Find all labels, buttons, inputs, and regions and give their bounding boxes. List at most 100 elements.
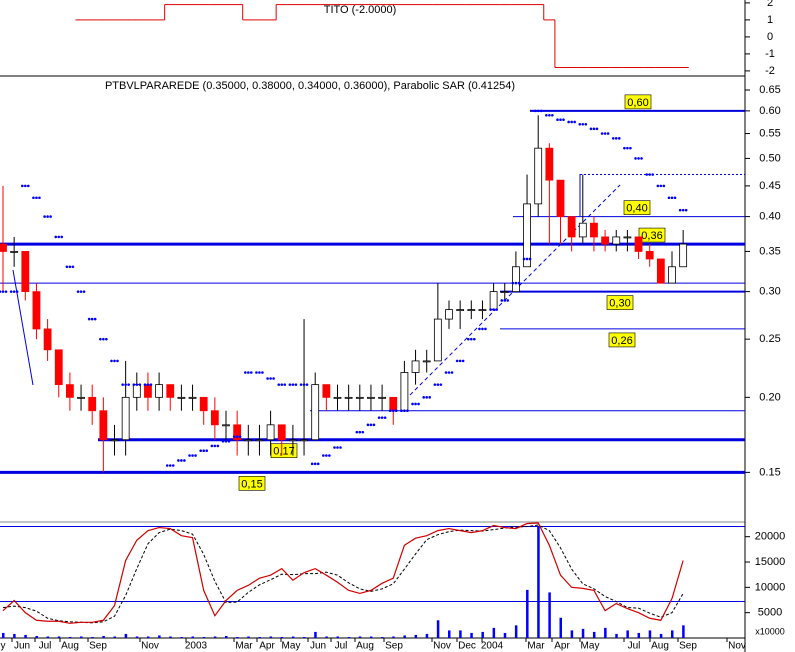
- sar-dot: [93, 317, 97, 321]
- x-tick-label: Jul: [628, 641, 641, 652]
- sar-dot: [102, 337, 105, 341]
- sar-dot: [603, 132, 607, 135]
- volume-bar: [548, 592, 551, 638]
- candle-body: [54, 349, 63, 386]
- y-tick-label: 0.60: [759, 105, 780, 117]
- sar-dot: [495, 308, 498, 311]
- sar-dot: [400, 409, 403, 413]
- volume-bar: [180, 636, 183, 638]
- y-tick-label: 2: [767, 0, 773, 9]
- sar-dot: [177, 459, 180, 462]
- sar-dot: [570, 120, 573, 124]
- sar-dot: [659, 184, 663, 188]
- volume-bar: [369, 636, 373, 638]
- level-label-box: [623, 200, 651, 215]
- sar-dot: [559, 118, 562, 122]
- sar-dot: [425, 396, 429, 399]
- indicator-title: TITO (-2.0000): [324, 4, 397, 16]
- sar-dot: [539, 109, 543, 113]
- x-tick-label: Sep: [89, 641, 107, 652]
- sar-dot: [562, 118, 565, 122]
- sar-dot: [302, 383, 306, 386]
- sar-dot: [1, 290, 5, 293]
- volume-bar: [481, 631, 484, 638]
- candle-body: [222, 424, 230, 427]
- k-line: [2, 522, 684, 624]
- sar-dot: [316, 462, 320, 466]
- volume-bar: [503, 632, 507, 638]
- sar-dot: [82, 290, 86, 293]
- candle-body: [411, 360, 420, 373]
- x-tick-label: May: [581, 641, 600, 652]
- sar-dot: [433, 383, 437, 386]
- volume-bar: [13, 633, 16, 638]
- sar-dot: [291, 383, 295, 386]
- sar-dot: [450, 371, 454, 374]
- sar-dot: [261, 371, 264, 374]
- sar-dot: [32, 196, 35, 200]
- volume-bar: [2, 632, 5, 638]
- volume-bar: [592, 631, 596, 638]
- sar-dot: [277, 383, 281, 386]
- volume-bar: [146, 636, 150, 638]
- sar-dot: [500, 299, 504, 302]
- candle-body: [400, 372, 409, 412]
- y-tick-label: 0.30: [759, 286, 780, 298]
- sar-dot: [656, 184, 660, 188]
- sar-dot: [514, 281, 518, 285]
- sar-dot: [146, 383, 150, 386]
- sar-dot: [634, 157, 637, 160]
- volume-bar: [280, 636, 284, 638]
- x-tick-label: Dec: [458, 641, 476, 652]
- volume-bar: [135, 636, 139, 638]
- volume-bar: [247, 636, 250, 638]
- sar-dot: [648, 173, 651, 176]
- sar-dot: [171, 464, 175, 467]
- x-tick-label: Mar: [527, 641, 545, 652]
- sar-dot: [355, 430, 359, 434]
- volume-bar: [648, 630, 652, 638]
- x-tick-label: Apr: [259, 641, 275, 652]
- sar-dot: [629, 146, 632, 150]
- sar-dot: [71, 265, 75, 269]
- y-tick-label: -1: [765, 48, 775, 60]
- trend-line: [12, 269, 34, 386]
- volume-bar: [526, 589, 529, 638]
- sar-dot: [57, 235, 61, 239]
- candle-body: [500, 291, 509, 294]
- sar-dot: [637, 157, 640, 160]
- sar-dot: [266, 377, 269, 380]
- volume-bar: [492, 627, 496, 638]
- sar-dot: [366, 423, 370, 427]
- candle-body: [378, 396, 387, 399]
- candle-body: [567, 216, 576, 238]
- sar-dot: [458, 359, 462, 363]
- y-tick-label: 0.55: [759, 127, 780, 139]
- sar-dot: [60, 235, 64, 239]
- sar-dot: [589, 127, 593, 131]
- sar-dot: [258, 371, 261, 374]
- chart-title: PTBVLPARAREDE (0.35000, 0.38000, 0.34000…: [105, 80, 515, 92]
- x-tick-label: 2003: [185, 641, 208, 652]
- x-tick-label: Jul: [39, 641, 52, 652]
- x-tick-label: Aug: [356, 641, 374, 652]
- candle-body: [210, 410, 219, 426]
- sar-dot: [116, 359, 119, 363]
- candle-body: [155, 384, 164, 398]
- candle-body: [255, 439, 264, 442]
- sar-dot: [478, 327, 481, 331]
- level-label: 0,26: [611, 335, 632, 347]
- sar-dot: [244, 371, 247, 374]
- sar-dot: [417, 402, 420, 406]
- sar-dot: [272, 377, 275, 380]
- sar-dot: [414, 402, 417, 406]
- sar-dot: [595, 127, 599, 131]
- level-label-box: [608, 332, 636, 348]
- sar-dot: [4, 290, 8, 293]
- candle-body: [634, 236, 643, 252]
- x-tick-label: 2004: [481, 641, 504, 652]
- candle-body: [679, 243, 688, 268]
- level-label: 0,15: [241, 478, 262, 490]
- sar-dot: [428, 396, 432, 399]
